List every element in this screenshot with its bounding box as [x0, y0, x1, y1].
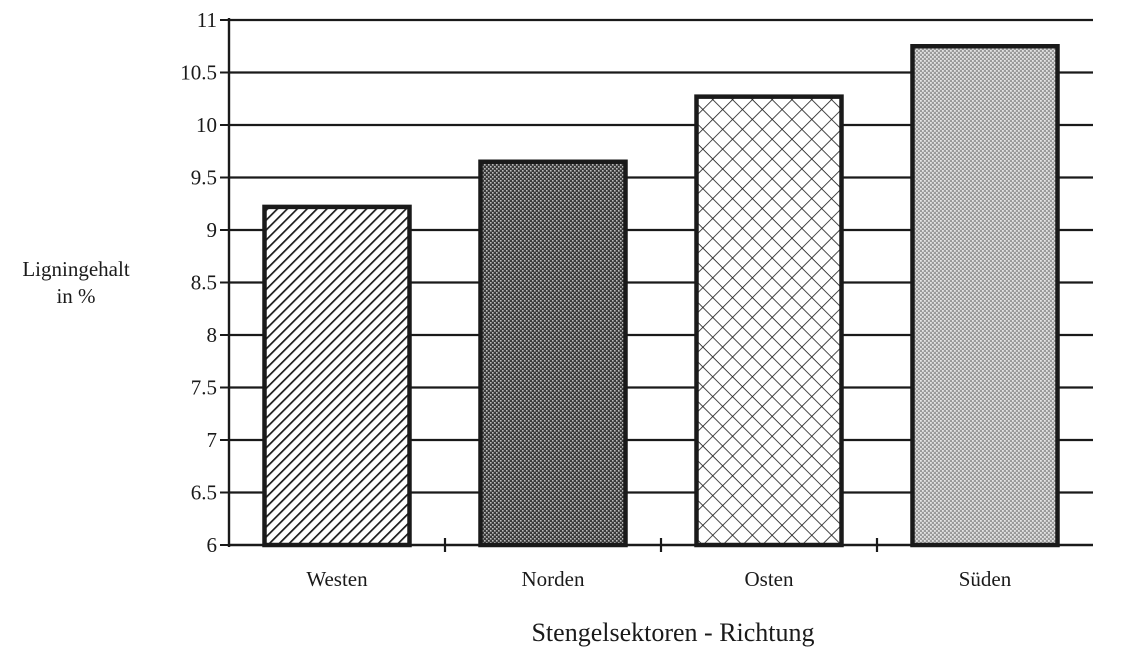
x-tick-label: Norden — [522, 567, 585, 591]
x-axis-label: Stengelsektoren - Richtung — [531, 618, 814, 647]
bar-westen — [262, 204, 412, 548]
y-tick-label: 10 — [196, 113, 217, 137]
bar-osten — [694, 94, 844, 548]
x-tick-label: Süden — [959, 567, 1012, 591]
y-tick-label: 8 — [207, 323, 218, 347]
bar-norden — [478, 159, 628, 548]
x-tick-label: Westen — [306, 567, 368, 591]
y-tick-label: 7.5 — [191, 376, 217, 400]
y-tick-label: 7 — [207, 428, 218, 452]
y-tick-label: 6.5 — [191, 481, 217, 505]
y-axis-label-line-1: Ligningehalt — [22, 257, 129, 281]
y-tick-label: 8.5 — [191, 271, 217, 295]
x-axis-ticks: Westen Norden Osten Süden — [306, 567, 1011, 591]
y-tick-label: 9.5 — [191, 166, 217, 190]
y-tick-label: 9 — [207, 218, 218, 242]
y-axis-label-line-2: in % — [56, 284, 95, 308]
bar-süden — [910, 44, 1060, 548]
axes — [227, 18, 1093, 552]
bars — [262, 44, 1060, 548]
x-tick-label: Osten — [745, 567, 794, 591]
y-tick-label: 10.5 — [180, 61, 217, 85]
y-tick-label: 11 — [197, 8, 217, 32]
y-tick-label: 6 — [207, 533, 218, 557]
y-axis-ticks: 6 6.5 7 7.5 8 8.5 9 9.5 10 10.5 11 — [180, 8, 229, 557]
